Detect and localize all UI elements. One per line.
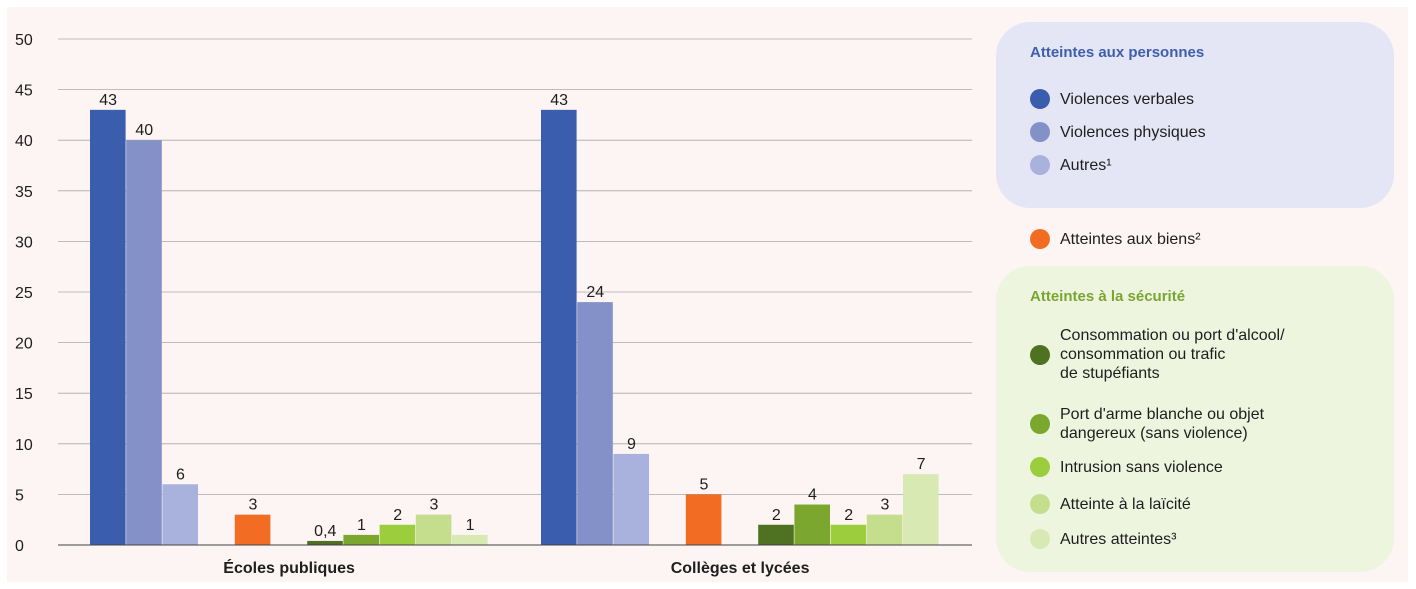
bar-value-label: 1: [466, 517, 475, 534]
bar: [307, 540, 343, 545]
bar: [541, 109, 577, 545]
legend-item-violences-physiques: Violences physiques: [1030, 122, 1206, 142]
bar: [577, 302, 613, 545]
legend-swatch: [1030, 155, 1050, 175]
legend-group-personnes-title: Atteintes aux personnes: [1030, 44, 1205, 61]
legend-swatch: [1030, 457, 1050, 477]
bar-value-label: 3: [880, 497, 889, 514]
bar: [830, 524, 867, 545]
legend-item-intrusion: Intrusion sans violence: [1030, 457, 1223, 477]
legend-item-autres: Autres¹: [1030, 155, 1112, 175]
bar: [685, 494, 722, 545]
bar: [162, 484, 198, 545]
legend-swatch: [1030, 414, 1050, 434]
legend-label: Autres atteintes³: [1060, 530, 1177, 548]
bar-value-label: 43: [99, 92, 117, 109]
bar-value-label: 5: [699, 476, 708, 493]
bar-value-label: 40: [135, 122, 153, 139]
y-tick-label: 50: [15, 32, 33, 49]
bar: [126, 140, 162, 545]
bar: [379, 524, 416, 545]
bar: [866, 514, 903, 545]
legend-group-securite: [996, 266, 1394, 572]
legend-item-alcool-stupefiants: Consommation ou port d'alcool/ consommat…: [1030, 326, 1285, 383]
y-tick-label: 35: [15, 184, 33, 201]
legend-item-autres-atteintes: Autres atteintes³: [1030, 529, 1177, 549]
bar: [452, 534, 488, 545]
bar-value-label: 1: [357, 517, 366, 534]
x-category-label: Écoles publiques: [223, 558, 355, 577]
y-tick-label: 25: [15, 285, 33, 302]
legend-item-arme-blanche: Port d'arme blanche ou objet dangereux (…: [1030, 405, 1264, 443]
y-tick-label: 40: [15, 133, 33, 150]
legend-swatch: [1030, 229, 1050, 249]
legend-item-laicite: Atteinte à la laïcité: [1030, 494, 1191, 514]
legend-label: Autres¹: [1060, 156, 1112, 174]
bar-value-label: 43: [550, 92, 568, 109]
legend-label: Atteintes aux biens²: [1060, 230, 1201, 248]
bar-value-label: 2: [393, 507, 402, 524]
bar-value-label: 2: [844, 507, 853, 524]
bar: [903, 474, 939, 545]
bar-value-label: 24: [586, 284, 604, 301]
y-tick-label: 10: [15, 437, 33, 454]
bar: [90, 109, 126, 545]
bar: [415, 514, 452, 545]
bar-value-label: 7: [917, 456, 926, 473]
bar: [613, 453, 649, 545]
bar-value-label: 4: [808, 487, 817, 504]
bar-value-label: 9: [627, 436, 636, 453]
legend-swatch: [1030, 529, 1050, 549]
x-category-label: Collèges et lycées: [671, 560, 810, 577]
bar-value-label: 2: [772, 507, 781, 524]
legend-swatch: [1030, 122, 1050, 142]
legend-swatch: [1030, 89, 1050, 109]
y-tick-label: 15: [15, 386, 33, 403]
bar: [758, 524, 794, 545]
legend-label: Port d'arme blanche ou objet dangereux (…: [1060, 406, 1265, 442]
bar: [234, 514, 271, 545]
y-tick-label: 45: [15, 83, 33, 100]
bar-value-label: 0,4: [314, 523, 336, 540]
bar-value-label: 3: [429, 497, 438, 514]
legend-label: Intrusion sans violence: [1060, 458, 1223, 476]
y-tick-label: 30: [15, 234, 33, 251]
legend-label: Consommation ou port d'alcool/ consommat…: [1060, 327, 1285, 382]
legend-group-securite-title: Atteintes à la sécurité: [1030, 288, 1186, 305]
bar: [343, 534, 379, 545]
y-tick-label: 5: [15, 487, 24, 504]
legend-label: Atteinte à la laïcité: [1060, 495, 1191, 513]
legend-group-personnes: [996, 22, 1394, 208]
y-tick-label: 20: [15, 336, 33, 353]
legend-item-atteintes-aux-biens: Atteintes aux biens²: [1030, 229, 1201, 249]
bar-value-label: 3: [248, 497, 257, 514]
legend-label: Violences physiques: [1060, 123, 1206, 141]
legend-label: Violences verbales: [1060, 90, 1195, 108]
bar: [794, 504, 830, 545]
y-tick-label: 0: [15, 538, 24, 555]
legend-swatch: [1030, 344, 1050, 365]
bar-value-label: 6: [176, 466, 185, 483]
legend-swatch: [1030, 494, 1050, 514]
legend-item-violences-verbales: Violences verbales: [1030, 89, 1194, 109]
